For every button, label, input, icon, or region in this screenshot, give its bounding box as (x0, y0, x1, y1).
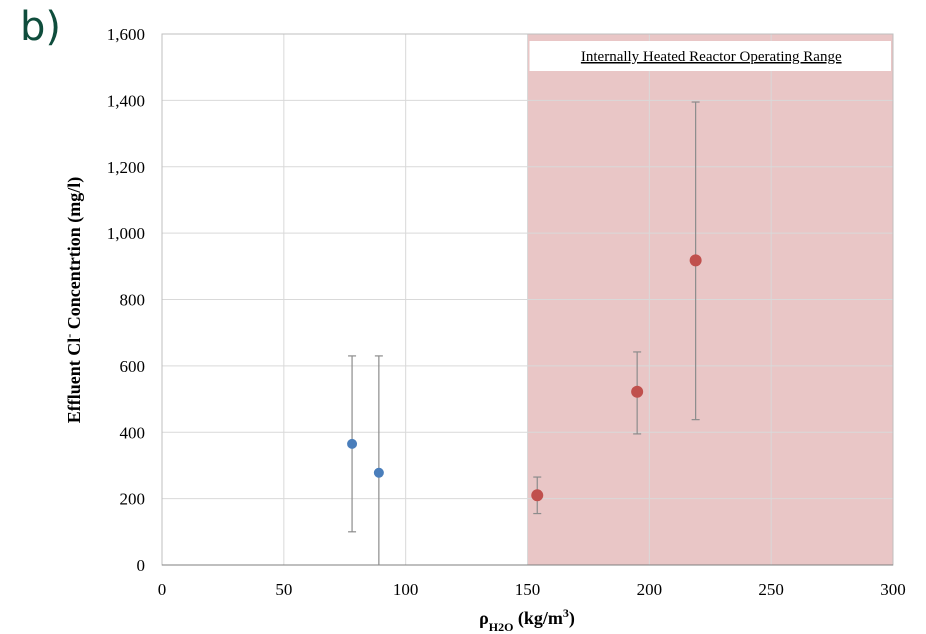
panel-label: b) (20, 4, 61, 50)
x-tick-label: 300 (880, 580, 906, 599)
data-point (531, 489, 544, 502)
data-point (347, 438, 358, 449)
x-axis-title: ρH2O (kg/m3) (479, 606, 575, 634)
y-tick-label: 1,000 (107, 224, 145, 243)
data-point (689, 254, 702, 267)
x-tick-label: 250 (758, 580, 784, 599)
x-tick-label: 100 (393, 580, 419, 599)
x-tick-label: 50 (275, 580, 292, 599)
plot-area: Internally Heated Reactor Operating Rang… (107, 25, 906, 599)
y-tick-label: 600 (120, 357, 146, 376)
y-tick-label: 200 (120, 490, 146, 509)
y-tick-label: 1,600 (107, 25, 145, 44)
y-axis-title: Effluent Cl- Concentrtion (mg/l) (62, 177, 85, 423)
y-tick-label: 1,400 (107, 91, 145, 110)
x-tick-label: 0 (158, 580, 167, 599)
y-tick-label: 800 (120, 291, 146, 310)
x-tick-label: 150 (515, 580, 541, 599)
y-tick-label: 400 (120, 423, 146, 442)
region-label: Internally Heated Reactor Operating Rang… (581, 49, 842, 65)
y-tick-label: 0 (137, 556, 146, 575)
region-label-box (529, 41, 891, 71)
y-tick-label: 1,200 (107, 158, 145, 177)
x-tick-label: 200 (637, 580, 663, 599)
data-point (373, 467, 384, 478)
data-point (631, 385, 644, 398)
